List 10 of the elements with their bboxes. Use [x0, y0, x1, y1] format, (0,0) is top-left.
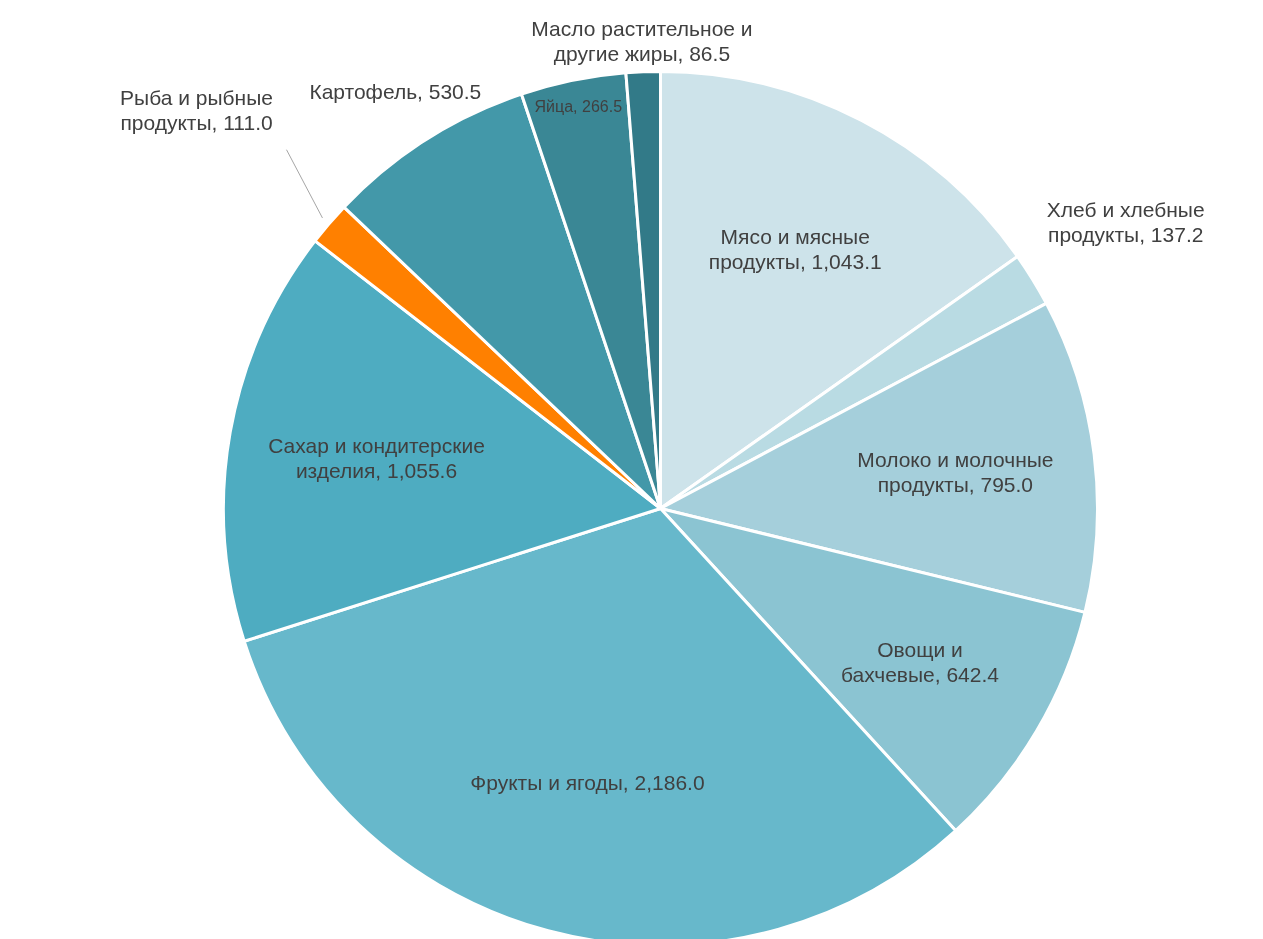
slice-label: Картофель, 530.5	[309, 80, 482, 104]
slice-label: Фрукты и ягоды, 2,186.0	[470, 771, 705, 795]
slice-label: Сахар и кондитерские изделия, 1,055.6	[268, 434, 485, 483]
slice-label: Мясо и мясные продукты, 1,043.1	[708, 224, 882, 273]
slice-label: Рыба и рыбные продукты, 111.0	[120, 85, 273, 134]
slice-label: Молоко и молочные продукты, 795.0	[857, 447, 1054, 496]
slice-label: Яйца, 266.5	[534, 97, 623, 115]
slice-label: Хлеб и хлебные продукты, 137.2	[1046, 198, 1205, 247]
slice-label: Масло растительное и другие жиры, 86.5	[531, 17, 753, 66]
slice-label: Овощи и бахчевые, 642.4	[840, 638, 1000, 687]
